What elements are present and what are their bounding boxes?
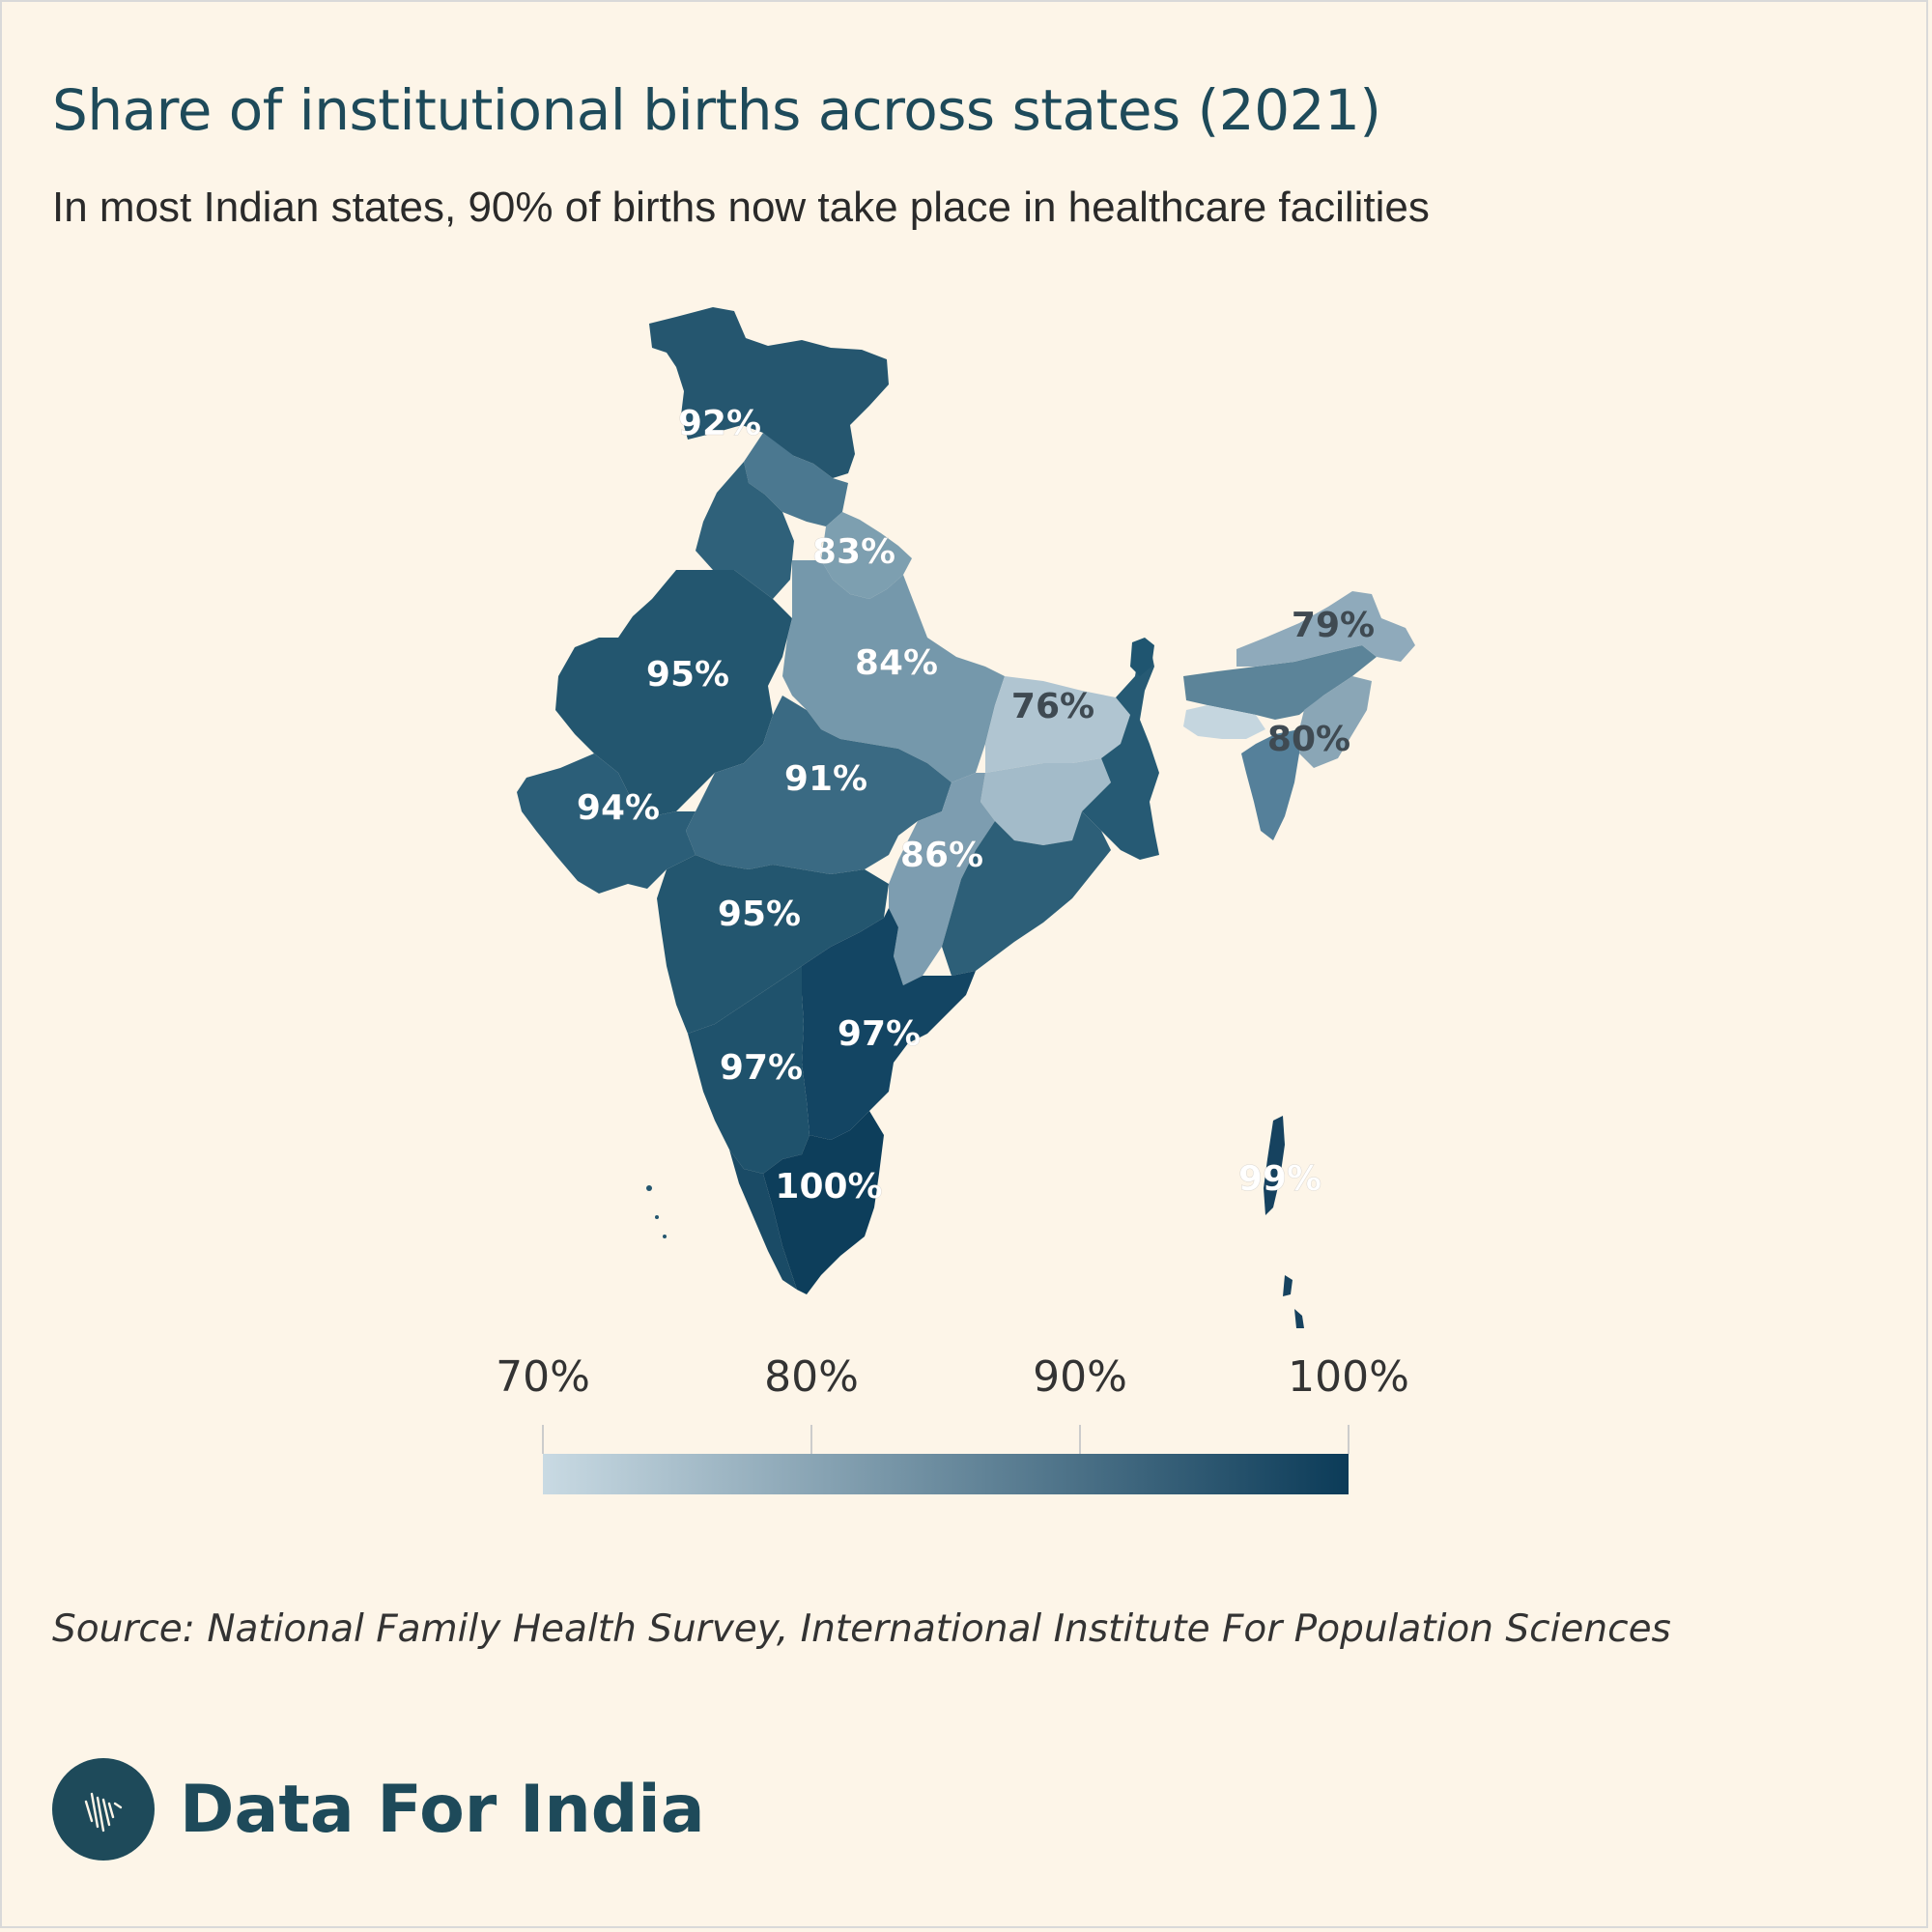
map-label-jammu-kashmir: 92%: [678, 404, 761, 443]
region-nicobar: [1283, 1275, 1304, 1328]
map-label-nagaland: 80%: [1267, 720, 1350, 759]
region-assam: [1183, 645, 1377, 720]
legend-tick-label: 90%: [1033, 1352, 1127, 1402]
region-lakshadweep-3: [663, 1235, 667, 1238]
india-map-logo-icon: [52, 1758, 155, 1861]
map-label-rajasthan: 95%: [646, 655, 729, 695]
map-labels: 92% 83% 84% 76% 79% 80% 95% 91% 94% 86% 95% 97% 97% 1…: [577, 404, 1375, 1208]
region-nagaland: [1299, 676, 1372, 768]
india-choropleth-map: 92% 83% 84% 76% 79% 80% 95% 91% 94% 86% 95% 97% 97% 1…: [496, 307, 1415, 1494]
map-label-andhra-pradesh: 97%: [838, 1014, 921, 1054]
map-label-karnataka: 97%: [720, 1048, 803, 1088]
region-chhattisgarh: [889, 773, 995, 985]
region-karnataka: [688, 966, 810, 1174]
region-mizoram: [1241, 729, 1299, 840]
region-arunachal: [1236, 591, 1415, 667]
map-label-tamil-nadu: 100%: [775, 1167, 882, 1207]
region-kerala: [729, 1150, 797, 1290]
region-madhya-pradesh: [686, 696, 952, 874]
map-label-gujarat: 94%: [577, 788, 660, 828]
map-label-arunachal: 79%: [1292, 606, 1375, 645]
region-rajasthan: [555, 570, 792, 816]
legend-tick-label: 80%: [764, 1352, 859, 1402]
region-bihar: [985, 676, 1130, 773]
region-lakshadweep: [646, 1185, 652, 1191]
legend-tick-label: 100%: [1288, 1352, 1409, 1402]
region-odisha: [942, 811, 1111, 976]
map-label-chhattisgarh: 86%: [900, 836, 983, 875]
map-label-andaman: 99%: [1238, 1159, 1321, 1199]
region-punjab: [696, 462, 794, 599]
region-andhra-pradesh: [802, 908, 976, 1140]
map-label-uttarakhand: 83%: [812, 532, 895, 572]
legend-color-bar: [543, 1454, 1349, 1494]
region-sikkim: [1130, 638, 1154, 676]
map-label-maharashtra: 95%: [718, 895, 801, 934]
legend-tick-label: 70%: [496, 1352, 590, 1402]
chart-title: Share of institutional births across sta…: [52, 77, 1381, 143]
region-andaman: [1264, 1116, 1285, 1215]
region-himachal: [744, 433, 848, 526]
map-label-madhya-pradesh: 91%: [784, 759, 867, 799]
region-west-bengal: [1082, 642, 1159, 860]
state-regions: [517, 307, 1415, 1328]
map-label-uttar-pradesh: 84%: [855, 643, 938, 683]
map-label-bihar: 76%: [1011, 687, 1094, 726]
source-note: Source: National Family Health Survey, I…: [52, 1607, 1671, 1651]
chart-subtitle: In most Indian states, 90% of births now…: [52, 184, 1430, 231]
region-lakshadweep-2: [655, 1215, 659, 1219]
region-uttar-pradesh: [782, 560, 1005, 782]
brand-block: Data For India: [52, 1758, 705, 1861]
region-gujarat: [517, 753, 696, 894]
region-jharkhand: [980, 758, 1111, 845]
region-jammu-kashmir: [649, 307, 889, 478]
region-tamil-nadu: [763, 1111, 884, 1294]
color-legend: 70% 80% 90% 100%: [496, 1352, 1409, 1494]
region-uttarakhand: [821, 512, 912, 599]
brand-name: Data For India: [180, 1771, 705, 1848]
region-meghalaya: [1183, 705, 1265, 739]
region-maharashtra: [657, 855, 889, 1034]
